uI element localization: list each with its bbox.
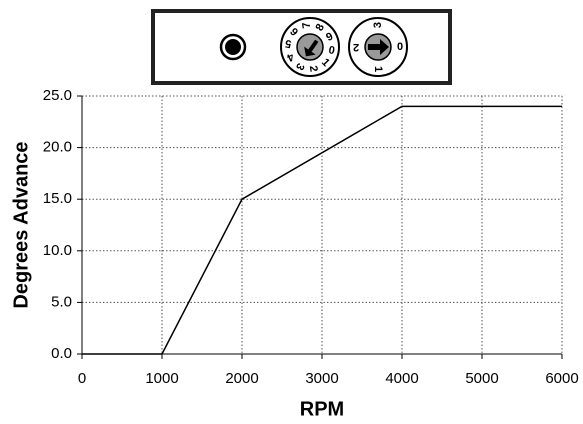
dial-digit: 5 (284, 37, 292, 50)
dial-digit: 3 (372, 22, 384, 28)
x-tick-label: 4000 (385, 370, 418, 387)
y-tick-label: 0.0 (51, 345, 72, 362)
x-tick-label: 3000 (305, 370, 338, 387)
y-tick-label: 15.0 (43, 190, 72, 207)
y-axis-title: Degrees Advance (10, 141, 32, 308)
dial-digit: 4 (284, 50, 296, 64)
x-tick-label: 6000 (545, 370, 578, 387)
dial-b-arrow (368, 39, 389, 55)
indicator-dot (225, 39, 241, 55)
dial-digit: 0 (328, 44, 336, 57)
dial-digit: 2 (307, 65, 320, 73)
x-tick-label: 2000 (225, 370, 258, 387)
dial-digit: 8 (314, 22, 327, 33)
x-tick-label: 5000 (465, 370, 498, 387)
dial-digit: 0 (397, 41, 403, 53)
dial-a-arrow (304, 39, 319, 57)
x-tick-label: 0 (78, 370, 86, 387)
y-tick-label: 25.0 (43, 87, 72, 104)
dial-digit: 3 (293, 61, 306, 72)
y-tick-label: 5.0 (51, 293, 72, 310)
dial-b: 0 1 2 3 (348, 17, 408, 77)
x-tick-label: 1000 (145, 370, 178, 387)
line (82, 105, 562, 355)
dial-digit: 2 (353, 41, 359, 53)
y-tick-label: 20.0 (43, 139, 72, 156)
dial-digit: 7 (300, 21, 313, 29)
dial-digit: 9 (324, 31, 335, 44)
y-tick-label: 10.0 (43, 242, 72, 259)
dial-digit: 1 (372, 66, 384, 72)
x-axis-title: RPM (300, 398, 344, 420)
